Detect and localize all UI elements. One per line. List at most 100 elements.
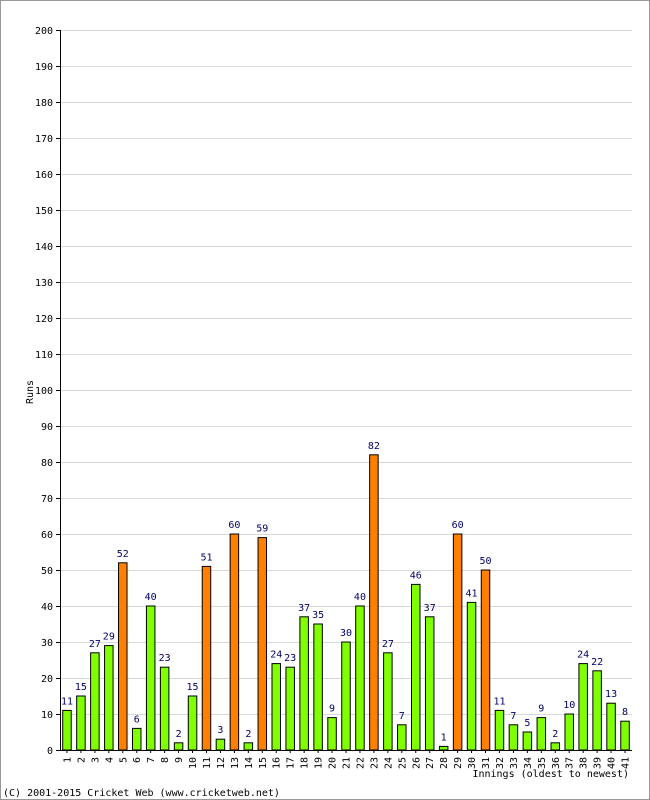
data-label: 82 — [368, 441, 380, 452]
x-tick-label: 2 — [76, 757, 87, 763]
bar-innings-3 — [90, 652, 100, 751]
x-tick-label: 24 — [383, 757, 394, 769]
y-tick-label: 170 — [35, 134, 53, 145]
x-tick-label: 37 — [565, 757, 576, 769]
x-tick-label: 38 — [579, 757, 590, 769]
data-label: 29 — [103, 632, 115, 643]
bar-innings-6 — [131, 727, 142, 751]
copyright-text: (C) 2001-2015 Cricket Web (www.cricketwe… — [3, 788, 280, 799]
x-tick-label: 39 — [593, 757, 604, 769]
data-label: 10 — [563, 700, 575, 711]
x-tick-label: 10 — [188, 757, 199, 769]
data-label: 60 — [228, 520, 240, 531]
y-tick-label: 0 — [47, 746, 53, 757]
x-tick-label: 5 — [118, 757, 129, 763]
data-label: 52 — [117, 549, 129, 560]
data-label: 2 — [552, 729, 558, 740]
data-label: 11 — [493, 696, 505, 707]
bar-innings-12 — [215, 738, 226, 751]
data-label: 9 — [538, 704, 544, 715]
data-label: 30 — [340, 628, 352, 639]
data-label: 27 — [382, 639, 394, 650]
x-tick-label: 27 — [425, 757, 436, 769]
x-tick-label: 1 — [62, 757, 73, 763]
x-tick-label: 26 — [411, 757, 422, 769]
x-tick-label: 17 — [286, 757, 297, 769]
bar-innings-11 — [201, 565, 212, 751]
y-tick-label: 100 — [35, 386, 53, 397]
y-tick-label: 200 — [35, 26, 53, 37]
bar-innings-35 — [536, 717, 547, 751]
data-label: 46 — [410, 570, 422, 581]
y-tick-label: 150 — [35, 206, 53, 217]
x-tick-label: 8 — [160, 757, 171, 763]
data-label: 50 — [479, 556, 491, 567]
x-axis-title: Innings (oldest to newest) — [472, 769, 629, 780]
data-label: 37 — [424, 603, 436, 614]
x-tick-label: 13 — [230, 757, 241, 769]
y-tick-label: 190 — [35, 62, 53, 73]
x-tick-label: 40 — [607, 757, 618, 769]
y-tick-label: 60 — [41, 530, 53, 541]
data-label: 15 — [75, 682, 87, 693]
bar-innings-28 — [438, 745, 449, 751]
x-tick-label: 36 — [551, 757, 562, 769]
x-tick-label: 35 — [537, 757, 548, 769]
data-label: 15 — [187, 682, 199, 693]
x-tick-label: 11 — [202, 757, 213, 769]
bar-innings-18 — [299, 616, 309, 751]
y-tick-label: 110 — [35, 350, 53, 361]
y-tick-label: 160 — [35, 170, 53, 181]
data-label: 24 — [270, 650, 282, 661]
bar-innings-19 — [313, 623, 323, 751]
bar-innings-29 — [452, 533, 463, 751]
y-axis-title: Runs — [25, 380, 36, 404]
x-tick-label: 20 — [328, 757, 339, 769]
x-tick-label: 9 — [174, 757, 185, 763]
data-label: 7 — [510, 711, 516, 722]
x-tick-label: 25 — [397, 757, 408, 769]
data-label: 7 — [399, 711, 405, 722]
data-label: 9 — [329, 704, 335, 715]
bar-innings-37 — [564, 713, 574, 751]
bar-innings-25 — [397, 724, 407, 751]
x-tick-label: 33 — [509, 757, 520, 769]
x-tick-label: 23 — [369, 757, 380, 769]
y-tick-label: 80 — [41, 458, 53, 469]
y-tick-label: 40 — [41, 602, 53, 613]
x-tick-label: 12 — [216, 757, 227, 769]
x-tick-label: 3 — [90, 757, 101, 763]
data-label: 40 — [354, 592, 366, 603]
data-label: 6 — [134, 714, 140, 725]
x-tick-label: 4 — [104, 757, 115, 763]
x-tick-label: 32 — [495, 757, 506, 769]
data-label: 2 — [245, 729, 251, 740]
y-tick-label: 70 — [41, 494, 53, 505]
bar-innings-38 — [578, 663, 588, 751]
data-label: 5 — [524, 718, 530, 729]
bar-innings-27 — [424, 616, 435, 751]
data-label: 11 — [61, 696, 73, 707]
bar-innings-40 — [606, 702, 616, 751]
y-tick-label: 180 — [35, 98, 53, 109]
bar-innings-15 — [257, 537, 268, 751]
data-label: 8 — [622, 707, 628, 718]
bar-innings-33 — [508, 724, 519, 751]
data-label: 41 — [466, 588, 478, 599]
data-label: 13 — [605, 689, 617, 700]
data-label: 27 — [89, 639, 101, 650]
x-tick-label: 29 — [453, 757, 464, 769]
bar-innings-30 — [466, 601, 477, 751]
bar-innings-26 — [411, 583, 421, 751]
x-tick-label: 19 — [314, 757, 325, 769]
bar-innings-10 — [187, 695, 198, 751]
data-label: 23 — [159, 653, 171, 664]
x-tick-label: 28 — [439, 757, 450, 769]
x-tick-label: 31 — [481, 757, 492, 769]
data-label: 22 — [591, 657, 603, 668]
y-tick-label: 50 — [41, 566, 53, 577]
bar-innings-5 — [118, 562, 128, 751]
data-label: 3 — [217, 725, 223, 736]
